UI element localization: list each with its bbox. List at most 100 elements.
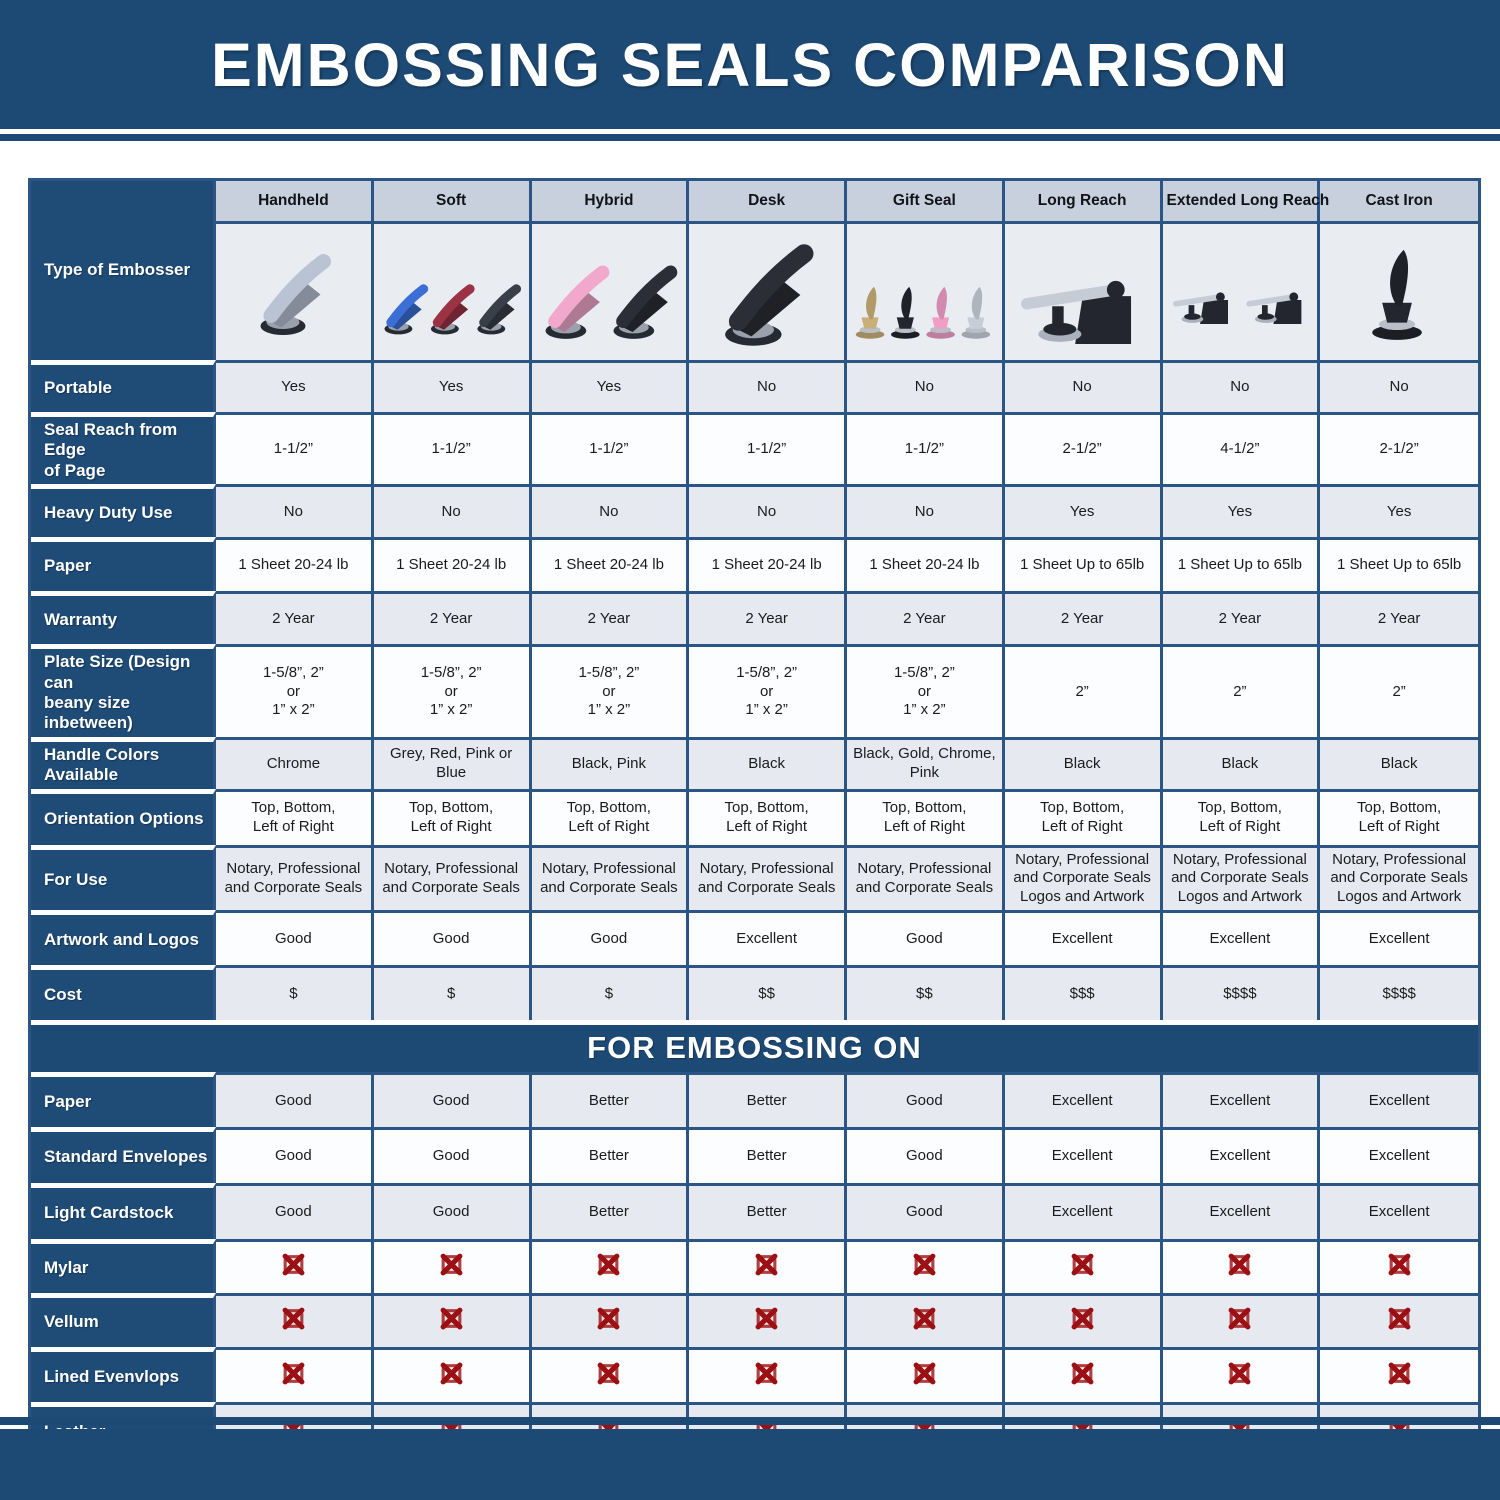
- section-band-row: FOR EMBOSSING ON: [31, 1019, 1478, 1072]
- row-label-plate-size: Plate Size (Design can beany size inbetw…: [31, 644, 216, 737]
- table-cell: 1 Sheet 20-24 lb: [531, 537, 690, 592]
- table-cell: 4-1/2”: [1162, 412, 1321, 485]
- table-cell: Good: [216, 1182, 374, 1239]
- comparison-table: Type of Embosser Handheld Soft Hybrid Desk Gi…: [28, 178, 1481, 1461]
- column-header-4: Gift Seal: [847, 181, 1005, 221]
- table-cell: No: [373, 484, 532, 538]
- table-cell: Top, Bottom, Left of Right: [689, 788, 847, 845]
- embosser-image-cell: [1162, 221, 1321, 360]
- table-cell: Black: [689, 736, 847, 789]
- table-row-for-use: For Use Notary, Professional and Corporat…: [31, 844, 1478, 910]
- not-suitable-icon: [596, 1306, 621, 1331]
- not-suitable-icon: [1387, 1361, 1412, 1386]
- table-cell: Yes: [373, 360, 532, 412]
- column-header-6: Extended Long Reach: [1162, 181, 1329, 221]
- table-cell: Yes: [216, 360, 374, 412]
- table-cell: 1 Sheet 20-24 lb: [373, 537, 532, 592]
- page-title: EMBOSSING SEALS COMPARISON: [211, 30, 1289, 99]
- column-header-0: Handheld: [216, 181, 374, 221]
- not-suitable-icon: [754, 1306, 779, 1331]
- not-suitable-icon: [754, 1252, 779, 1277]
- table-cell: Excellent: [689, 909, 847, 965]
- table-cell: Top, Bottom, Left of Right: [847, 788, 1005, 845]
- table-cell: Good: [373, 1182, 532, 1239]
- table-cell: Top, Bottom, Left of Right: [216, 788, 374, 845]
- table-cell: Top, Bottom, Left of Right: [531, 788, 690, 845]
- not-suitable-icon: [281, 1306, 306, 1331]
- table-cell: 1-5/8”, 2” or 1” x 2”: [531, 644, 690, 737]
- table-cell: Black: [1320, 736, 1478, 789]
- embosser-image-cell: [1004, 221, 1163, 360]
- not-suitable-icon: [439, 1361, 464, 1386]
- top-divider-line: [0, 134, 1500, 141]
- table-cell: Good: [847, 1126, 1005, 1183]
- table-cell: 2 Year: [1004, 591, 1163, 645]
- not-suitable-icon: [596, 1361, 621, 1386]
- table-cell: Excellent: [1162, 909, 1321, 965]
- table-cell: No: [847, 484, 1005, 538]
- bottom-divider-line: [0, 1417, 1500, 1425]
- table-cell: 2-1/2”: [1004, 412, 1163, 485]
- not-suitable-icon: [439, 1252, 464, 1277]
- table-cell: 2 Year: [1162, 591, 1321, 645]
- table-cell: 1-1/2”: [689, 412, 847, 485]
- table-cell: [1320, 1292, 1478, 1347]
- table-cell: Chrome: [216, 736, 374, 789]
- table-cell: 1-1/2”: [531, 412, 690, 485]
- table-cell: Top, Bottom, Left of Right: [1004, 788, 1163, 845]
- table-cell: 1-5/8”, 2” or 1” x 2”: [847, 644, 1005, 737]
- not-suitable-icon: [912, 1361, 937, 1386]
- table-cell: Notary, Professional and Corporate Seals: [689, 844, 847, 910]
- table-cell: [689, 1346, 847, 1402]
- table-cell: $$: [689, 964, 847, 1020]
- table-row-vellum: Vellum: [31, 1292, 1478, 1347]
- table-row-heavy-duty: Heavy Duty Use No No No No No Yes Yes Yes: [31, 484, 1478, 538]
- table-cell: Good: [847, 1182, 1005, 1239]
- not-suitable-icon: [1227, 1361, 1252, 1386]
- table-cell: Better: [689, 1071, 847, 1127]
- table-cell: Yes: [1162, 484, 1321, 538]
- not-suitable-icon: [596, 1252, 621, 1277]
- table-row-paper: Paper 1 Sheet 20-24 lb 1 Sheet 20-24 lb 1 S…: [31, 537, 1478, 592]
- table-cell: [1320, 1238, 1478, 1293]
- row-label-vellum: Vellum: [31, 1292, 216, 1347]
- table-cell: Notary, Professional and Corporate Seals…: [1162, 844, 1321, 910]
- table-cell: Yes: [1320, 484, 1478, 538]
- column-header-2: Hybrid: [531, 181, 690, 221]
- row-label-heavy-duty: Heavy Duty Use: [31, 484, 216, 538]
- table-cell: [689, 1292, 847, 1347]
- table-cell: Excellent: [1162, 1071, 1321, 1127]
- table-row-lined-evenvlops: Lined Evenvlops: [31, 1346, 1478, 1402]
- table-cell: 2 Year: [216, 591, 374, 645]
- table-cell: 1-1/2”: [847, 412, 1005, 485]
- table-cell: Top, Bottom, Left of Right: [373, 788, 532, 845]
- table-row-mylar: Mylar: [31, 1238, 1478, 1293]
- not-suitable-icon: [1070, 1361, 1095, 1386]
- table-cell: Better: [531, 1182, 690, 1239]
- gift-seal-embosser-image: [851, 240, 998, 344]
- not-suitable-icon: [912, 1306, 937, 1331]
- table-cell: [1320, 1346, 1478, 1402]
- table-cell: No: [1004, 360, 1163, 412]
- table-cell: Good: [531, 909, 690, 965]
- column-header-5: Long Reach: [1004, 181, 1163, 221]
- table-cell: Black, Gold, Chrome, Pink: [847, 736, 1005, 789]
- table-cell: 2 Year: [847, 591, 1005, 645]
- table-cell: Better: [689, 1182, 847, 1239]
- not-suitable-icon: [1227, 1306, 1252, 1331]
- table-cell: [531, 1346, 690, 1402]
- embosser-image-row: [31, 221, 1478, 360]
- column-header-row: Type of Embosser Handheld Soft Hybrid Desk Gi…: [31, 181, 1478, 360]
- not-suitable-icon: [1070, 1306, 1095, 1331]
- table-cell: 1 Sheet 20-24 lb: [847, 537, 1005, 592]
- footer-banner: [0, 1429, 1500, 1500]
- table-cell: Black: [1004, 736, 1163, 789]
- table-cell: Black: [1162, 736, 1321, 789]
- section-title-for-embossing-on: FOR EMBOSSING ON: [31, 1019, 1478, 1072]
- table-cell: [373, 1292, 532, 1347]
- long-reach-embosser-image: [1009, 240, 1156, 344]
- row-label-orientation: Orientation Options: [31, 788, 216, 845]
- table-row-artwork-logos: Artwork and Logos Good Good Good Excellent Go…: [31, 909, 1478, 965]
- table-cell: [373, 1238, 532, 1293]
- table-cell: No: [689, 360, 847, 412]
